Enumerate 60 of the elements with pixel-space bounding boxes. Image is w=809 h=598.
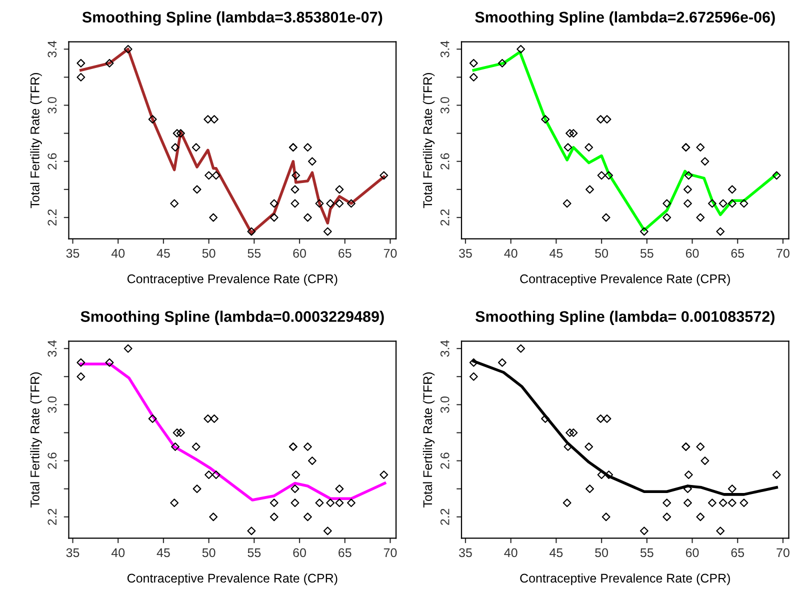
y-tick-label: 3.4 bbox=[440, 40, 450, 58]
y-tick-label: 2.2 bbox=[440, 209, 450, 226]
x-tick-label: 45 bbox=[550, 548, 563, 558]
x-tick-label: 35 bbox=[66, 548, 80, 558]
x-axis-title: Contraceptive Prevalence Rate (CPR) bbox=[520, 274, 730, 286]
x-tick-label: 50 bbox=[202, 248, 216, 258]
y-tick-label: 2.2 bbox=[440, 508, 450, 525]
x-tick-label: 40 bbox=[504, 548, 518, 558]
y-tick-label: 3.4 bbox=[48, 340, 57, 357]
y-tick-label: 3.0 bbox=[48, 396, 57, 413]
x-tick-label: 70 bbox=[384, 248, 397, 258]
y-tick-label: 2.6 bbox=[440, 153, 450, 170]
x-tick-label: 50 bbox=[595, 248, 608, 258]
y-tick-label: 3.4 bbox=[48, 40, 57, 58]
x-tick-label: 45 bbox=[156, 249, 170, 258]
x-tick-label: 45 bbox=[156, 548, 170, 558]
x-tick-label: 55 bbox=[640, 249, 654, 258]
chart-title: Smoothing Spline (lambda=3.853801e-07) bbox=[82, 11, 382, 26]
y-axis-title: Total Fertility Rate (TFR) bbox=[422, 73, 435, 208]
x-tick-label: 45 bbox=[550, 249, 563, 258]
chart-title: Smoothing Spline (lambda=0.0003229489) bbox=[80, 310, 384, 326]
x-tick-label: 40 bbox=[111, 248, 125, 258]
y-tick-label: 2.6 bbox=[48, 153, 57, 170]
x-tick-label: 60 bbox=[293, 548, 306, 558]
chart-title: Smoothing Spline (lambda= 0.001083572) bbox=[476, 310, 774, 326]
x-tick-label: 60 bbox=[293, 248, 306, 258]
x-tick-label: 35 bbox=[66, 248, 80, 258]
x-tick-label: 70 bbox=[776, 548, 790, 558]
y-axis-title: Total Fertility Rate (TFR) bbox=[30, 372, 42, 508]
x-tick-label: 40 bbox=[504, 248, 518, 258]
x-tick-label: 65 bbox=[338, 248, 352, 258]
x-tick-label: 70 bbox=[776, 248, 790, 258]
y-tick-label: 3.0 bbox=[48, 97, 57, 114]
y-tick-label: 2.6 bbox=[48, 452, 57, 469]
y-axis-title: Total Fertility Rate (TFR) bbox=[422, 372, 435, 508]
x-tick-label: 50 bbox=[595, 548, 608, 558]
x-tick-label: 60 bbox=[686, 548, 699, 558]
y-tick-label: 3.0 bbox=[440, 396, 450, 413]
x-tick-label: 55 bbox=[640, 548, 654, 558]
x-tick-label: 35 bbox=[459, 248, 472, 258]
x-tick-label: 50 bbox=[202, 548, 216, 558]
chart-title: Smoothing Spline (lambda=2.672596e-06) bbox=[475, 11, 775, 26]
y-tick-label: 2.6 bbox=[440, 452, 450, 469]
y-tick-label: 3.4 bbox=[440, 340, 450, 357]
y-tick-label: 2.2 bbox=[48, 508, 56, 525]
y-axis-title: Total Fertility Rate (TFR) bbox=[30, 73, 42, 208]
x-tick-label: 55 bbox=[248, 249, 261, 258]
x-tick-label: 65 bbox=[731, 548, 744, 558]
x-tick-label: 70 bbox=[384, 548, 397, 558]
y-tick-label: 2.2 bbox=[48, 209, 56, 226]
y-tick-label: 3.0 bbox=[440, 97, 450, 114]
x-axis-title: Contraceptive Prevalence Rate (CPR) bbox=[520, 573, 730, 586]
x-tick-label: 40 bbox=[111, 548, 125, 558]
x-tick-label: 55 bbox=[248, 548, 261, 558]
x-tick-label: 65 bbox=[338, 548, 352, 558]
x-tick-label: 65 bbox=[731, 248, 744, 258]
x-tick-label: 60 bbox=[686, 248, 699, 258]
x-axis-title: Contraceptive Prevalence Rate (CPR) bbox=[127, 274, 338, 286]
x-axis-title: Contraceptive Prevalence Rate (CPR) bbox=[127, 573, 338, 586]
x-tick-label: 35 bbox=[459, 548, 472, 558]
